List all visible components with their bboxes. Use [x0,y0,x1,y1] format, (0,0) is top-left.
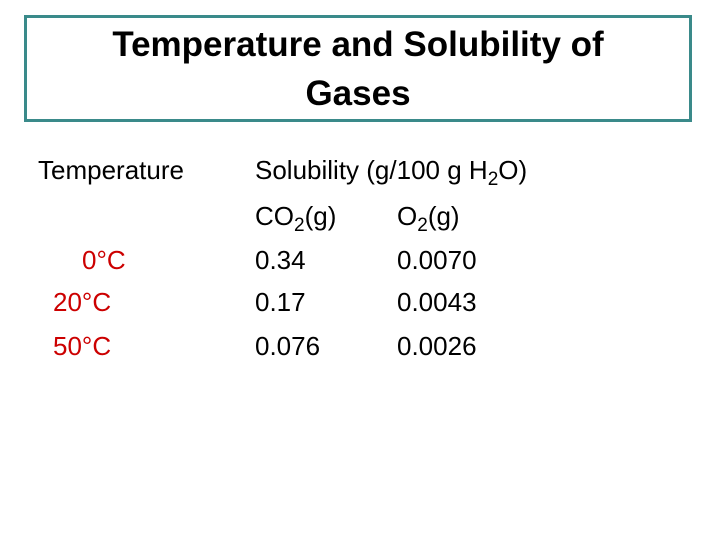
o2-solubility-value: 0.0043 [397,287,477,317]
solubility-header-subscript: 2 [487,169,499,190]
co2-solubility-value: 0.17 [255,287,306,317]
temperature-header: Temperature [38,155,184,185]
o2-solubility-value: 0.0070 [397,245,477,275]
gas-subscript: 2 [417,215,428,236]
gas-state: (g) [304,201,337,231]
gas-subscript: 2 [294,215,305,236]
solubility-header-prefix: Solubility (g/100 g H [255,155,488,185]
slide-title: Temperature and Solubility of Gases [112,24,604,113]
title-box: Temperature and Solubility of Gases [24,15,692,122]
gas-header-o2: O2(g) [397,201,460,235]
temperature-value: 20°C [53,287,112,317]
solubility-header-suffix: O) [498,155,528,185]
co2-solubility-value: 0.076 [255,331,321,361]
temperature-value: 50°C [53,331,112,361]
o2-solubility-value: 0.0026 [397,331,477,361]
gas-state: (g) [427,201,460,231]
gas-formula: CO [255,201,294,231]
gas-formula: O [397,201,418,231]
co2-solubility-value: 0.34 [255,245,306,275]
temperature-value: 0°C [82,245,126,275]
gas-header-co2: CO2(g) [255,201,337,235]
solubility-header: Solubility (g/100 g H2O) [255,155,528,189]
